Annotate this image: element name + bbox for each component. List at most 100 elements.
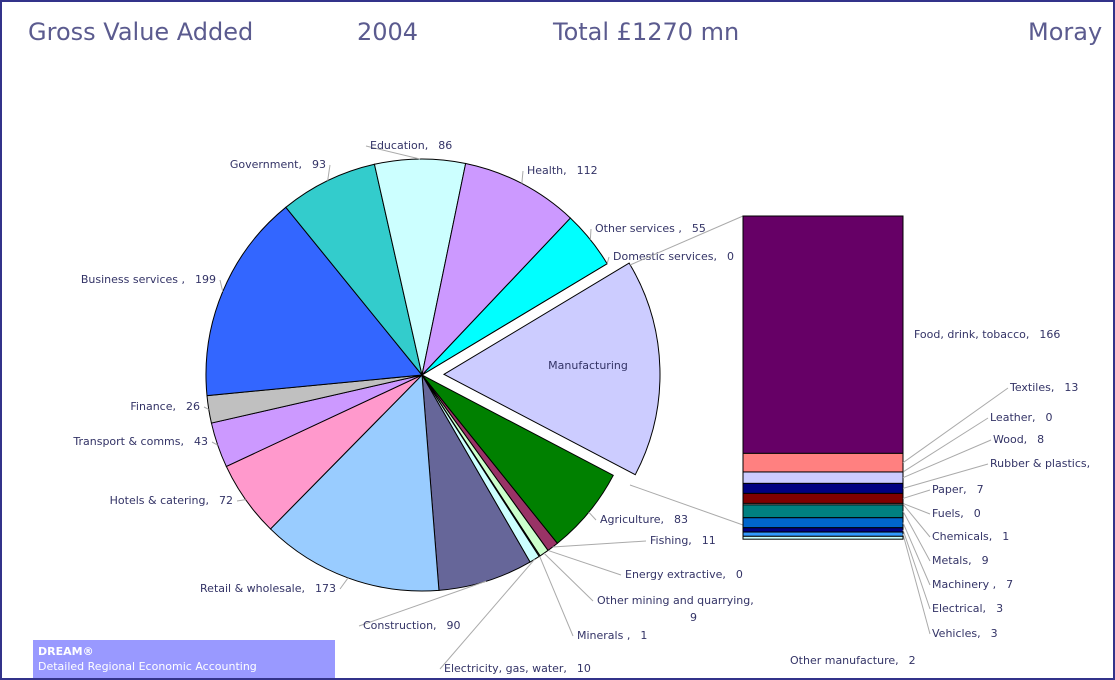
slice-label-value: 43: [194, 435, 208, 448]
slice-label-name: Transport & comms,: [72, 435, 184, 448]
leader-line: [339, 577, 349, 590]
bar-label-name: Wood,: [993, 433, 1027, 446]
leader-line: [203, 406, 209, 410]
bar-label-name: Textiles,: [1009, 381, 1054, 394]
slice-label-value: 72: [219, 494, 233, 507]
slice-label-value: 9: [690, 611, 697, 624]
leader-line: [902, 439, 992, 479]
slice-label-value: 0: [736, 568, 743, 581]
slice-label: Electricity, gas, water, 10: [444, 662, 591, 675]
slice-label-name: Government,: [230, 158, 302, 171]
bar-label-value: 9: [982, 554, 989, 567]
slice-label: Business services , 199: [81, 273, 216, 286]
bar-label-value: 7: [1006, 578, 1013, 591]
slice-label: Construction, 90: [363, 619, 461, 632]
bar-label-name: Chemicals,: [932, 530, 992, 543]
bar-label-name: Paper,: [932, 483, 967, 496]
bar-label: Vehicles, 3: [932, 627, 998, 640]
pie-slice: [285, 163, 423, 376]
explode-connector: [629, 215, 744, 266]
slice-label-value: 112: [577, 164, 598, 177]
slice-label-name: Retail & wholesale,: [200, 582, 305, 595]
region: Moray: [1028, 18, 1102, 46]
bar-label: Food, drink, tobacco, 166: [914, 328, 1060, 341]
slice-label: Finance, 26: [130, 400, 200, 413]
slice-label-value: 26: [186, 400, 200, 413]
bar-label: Other manufacture, 2: [790, 654, 916, 667]
bar-segment: [742, 504, 904, 519]
slice-label: Education, 86: [370, 139, 452, 152]
bar-label: Fuels, 0: [932, 507, 981, 520]
bar-label-value: 2: [909, 654, 916, 667]
bar-label: Wood, 8: [993, 433, 1044, 446]
slice-label-name: Domestic services,: [613, 250, 717, 263]
bar-label-name: Other manufacture,: [790, 654, 899, 667]
bar-label-value: 0: [1046, 411, 1053, 424]
slice-label: Government, 93: [230, 158, 326, 171]
bar-label-name: Fuels,: [932, 507, 964, 520]
slice-label: Minerals , 1: [577, 629, 647, 642]
leader-line: [211, 441, 218, 446]
slice-label: Retail & wholesale, 173: [200, 582, 336, 595]
leader-line: [327, 164, 331, 181]
leader-line: [358, 580, 487, 627]
year: 2004: [357, 18, 418, 46]
leader-line: [902, 511, 931, 562]
slice-label: Transport & comms, 43: [72, 435, 208, 448]
slice-label-name: Energy extractive,: [625, 568, 726, 581]
bar-label-value: 8: [1037, 433, 1044, 446]
leader-line: [236, 499, 246, 502]
leader-line: [521, 170, 524, 184]
slice-label-value: 0: [727, 250, 734, 263]
slice-label: Fishing, 11: [650, 534, 716, 547]
slice-label: Manufacturing: [548, 359, 628, 372]
bar-label-value: 3: [991, 627, 998, 640]
bar-segment: [742, 482, 904, 494]
bar-label-value: 1: [1002, 530, 1009, 543]
slice-label-name: Agriculture,: [600, 513, 664, 526]
bar-segment: [742, 471, 904, 484]
bar-segment: [742, 527, 904, 533]
bar-label-value: 7: [977, 483, 984, 496]
pie-slice: [442, 262, 661, 476]
footer-box: [33, 640, 335, 678]
bar-label-value: 0: [974, 507, 981, 520]
explode-connector: [629, 484, 744, 526]
slice-label: Other services , 55: [595, 222, 706, 235]
bar-label-name: Machinery ,: [932, 578, 996, 591]
slice-label-name: Finance,: [130, 400, 176, 413]
leader-line: [902, 489, 931, 499]
slice-label: Agriculture, 83: [600, 513, 688, 526]
slice-label-name: Manufacturing: [548, 359, 628, 372]
leader-line: [539, 555, 574, 637]
bar-segment: [742, 517, 904, 529]
bar-label-value: 3: [996, 602, 1003, 615]
total: Total £1270 mn: [552, 18, 739, 46]
slice-label-value: 90: [447, 619, 461, 632]
slice-label-value: 10: [577, 662, 591, 675]
leader-line: [902, 503, 931, 538]
bar-label: Machinery , 7: [932, 578, 1013, 591]
slice-label-name: Health,: [527, 164, 567, 177]
leader-line: [902, 417, 989, 473]
slice-label: Health, 112: [527, 164, 598, 177]
bar-label-name: Food, drink, tobacco,: [914, 328, 1029, 341]
slice-label-value: 86: [438, 139, 452, 152]
slice-label-name: Hotels & catering,: [110, 494, 209, 507]
slice-label-name: Minerals ,: [577, 629, 630, 642]
slice-label: Hotels & catering, 72: [110, 494, 233, 507]
footer-brand: DREAM®: [38, 645, 94, 658]
pie-slice: [421, 263, 608, 376]
bar-label-name: Rubber & plastics,: [990, 457, 1090, 470]
slice-label-name: Construction,: [363, 619, 437, 632]
leader-line: [552, 540, 647, 548]
leader-line: [606, 256, 610, 264]
leader-line: [902, 529, 931, 610]
slice-label-name: Other services ,: [595, 222, 682, 235]
slice-label-name: Other mining and quarrying,: [597, 594, 754, 607]
bar-label: Rubber & plastics,: [990, 457, 1090, 470]
slice-label-name: Fishing,: [650, 534, 692, 547]
slice-label-name: Electricity, gas, water,: [444, 662, 567, 675]
leader-line: [365, 145, 421, 160]
leader-line: [902, 387, 1009, 464]
